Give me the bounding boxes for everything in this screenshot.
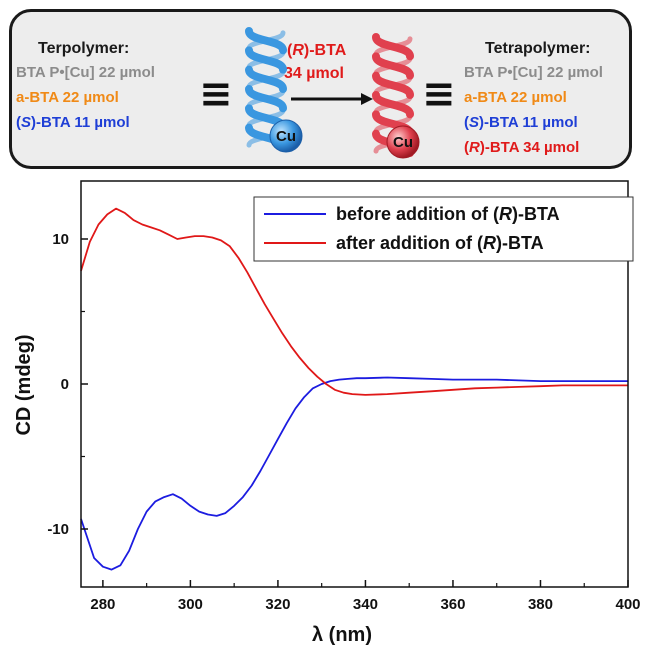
tetrapolymer-line-1: BTA P•[Cu] 22 µmol <box>464 64 603 81</box>
series-line-after <box>80 207 628 396</box>
cu-label-before: Cu <box>276 128 296 145</box>
tetrapolymer-title: Tetrapolymer: <box>485 40 591 57</box>
x-tick-label: 380 <box>528 596 553 613</box>
terpolymer-title: Terpolymer: <box>38 40 130 57</box>
tetrapolymer-line-3: (S)-BTA 11 µmol <box>464 114 578 131</box>
legend-label-after: after addition of (R)-BTA <box>336 233 544 253</box>
x-tick-label: 400 <box>615 596 640 613</box>
scheme-graphics <box>245 27 420 159</box>
reaction-arrow-head-icon <box>361 93 373 105</box>
equivalence-symbol-left: ≡ <box>199 71 233 117</box>
x-tick-label: 280 <box>90 596 115 613</box>
y-axis-title: CD (mdeg) <box>13 334 35 435</box>
reaction-scheme-panel: Terpolymer: BTA P•[Cu] 22 µmol a-BTA 22 … <box>9 9 632 169</box>
equivalence-symbol-right: ≡ <box>422 71 456 117</box>
terpolymer-line-3: (S)-BTA 11 µmol <box>16 114 130 131</box>
copper-sphere-after-icon <box>386 125 420 159</box>
y-tick-label: -10 <box>47 521 69 538</box>
x-tick-label: 340 <box>353 596 378 613</box>
series-line-before <box>80 376 628 571</box>
tetrapolymer-line-2: a-BTA 22 µmol <box>464 89 567 106</box>
chart-legend: before addition of (R)-BTA after additio… <box>253 196 634 262</box>
terpolymer-line-1: BTA P•[Cu] 22 µmol <box>16 64 155 81</box>
legend-box <box>253 196 634 262</box>
x-tick-label: 320 <box>265 596 290 613</box>
copper-sphere-before-icon <box>269 119 303 153</box>
cd-spectrum-chart: 280 300 320 340 360 380 400 10 0 -10 λ (nm) CD (m… <box>13 180 641 646</box>
legend-label-before: before addition of (R)-BTA <box>336 204 560 224</box>
x-axis-title: λ (nm) <box>312 624 372 646</box>
cu-label-after: Cu <box>393 134 413 151</box>
arrow-label-reagent: (R)-BTA <box>287 42 347 59</box>
y-tick-label: 0 <box>61 376 69 393</box>
y-tick-label: 10 <box>52 231 69 248</box>
tetrapolymer-line-4: (R)-BTA 34 µmol <box>464 139 580 156</box>
x-tick-label: 300 <box>178 596 203 613</box>
x-tick-label: 360 <box>440 596 465 613</box>
arrow-label-amount: 34 µmol <box>284 65 344 82</box>
terpolymer-line-2: a-BTA 22 µmol <box>16 89 119 106</box>
